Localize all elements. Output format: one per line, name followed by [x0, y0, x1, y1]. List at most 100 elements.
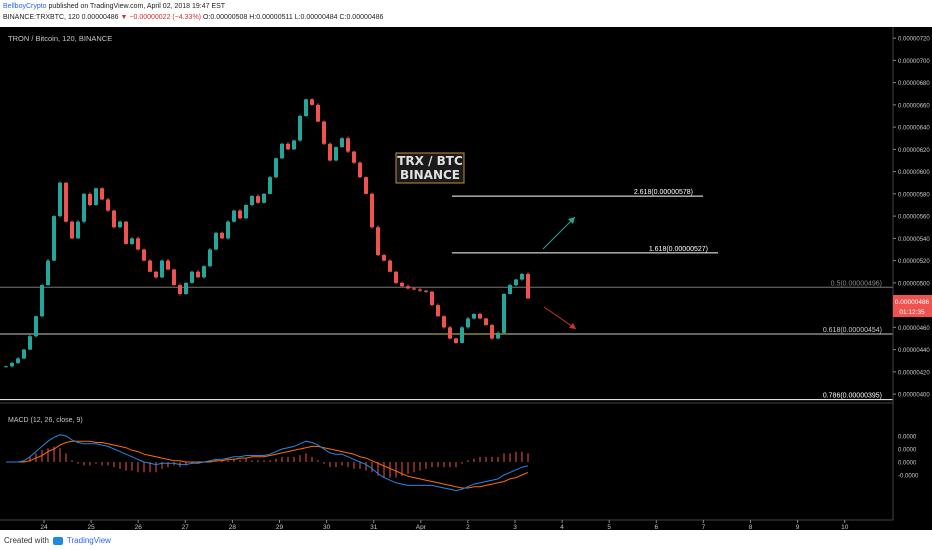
candle-body — [292, 140, 296, 150]
candle-body — [226, 221, 230, 239]
y-tick-label: 0.00000400 — [898, 393, 930, 399]
x-tick-label: 9 — [796, 524, 800, 530]
tradingview-brand-link[interactable]: TradingView — [66, 536, 111, 545]
macd-tick-label: -0.0000 — [898, 474, 919, 480]
candle-body — [490, 325, 494, 339]
candle-body — [52, 216, 56, 261]
candle-body — [190, 271, 194, 283]
chart-header: BellboyCrypto published on TradingView.c… — [0, 0, 932, 27]
candle-body — [394, 271, 398, 283]
candle-body — [520, 273, 524, 280]
symbol-line: BINANCE:TRXBTC, 120 0.00000486 ▼ −0.0000… — [3, 13, 383, 22]
candle-body — [298, 115, 302, 141]
candle-body — [460, 327, 464, 343]
watermark-line2: BINANCE — [400, 168, 460, 182]
candle-body — [496, 332, 500, 339]
candle-body — [124, 221, 128, 244]
x-tick-label: 6 — [654, 524, 658, 530]
candle-body — [418, 289, 422, 291]
candle-body — [94, 188, 98, 205]
fib-level-label: 0.5(0.00000496) — [831, 280, 882, 287]
y-tick-label: 0.00000560 — [898, 215, 930, 221]
candle-body — [76, 221, 80, 239]
candle-body — [448, 327, 452, 339]
y-tick-label: 0.00000500 — [898, 281, 930, 287]
y-tick-label: 0.00000520 — [898, 259, 930, 265]
last-price-tag: 0.00000486 01:12:35 — [893, 295, 932, 317]
candle-body — [58, 182, 62, 217]
countdown-text: 01:12:35 — [899, 309, 925, 316]
y-tick-label: 0.00000440 — [898, 348, 930, 354]
candle-body — [340, 138, 344, 148]
candle-body — [280, 143, 284, 159]
candle-body — [238, 210, 242, 219]
candle-body — [514, 279, 518, 286]
author-link[interactable]: BellboyCrypto — [3, 3, 47, 10]
symbol-text: BINANCE:TRXBTC, 120 0.00000486 — [3, 14, 119, 21]
x-tick-label: 29 — [276, 524, 284, 530]
candle-body — [46, 260, 50, 286]
candle-body — [346, 138, 350, 152]
y-tick-label: 0.00000620 — [898, 148, 930, 154]
chart-canvas[interactable]: 2.618(0.00000578) 1.618(0.00000527) 0.5(0.… — [0, 27, 932, 530]
candle-body — [34, 316, 38, 337]
macd-tick-label: 0.0000 — [898, 435, 917, 441]
candle-body — [4, 366, 8, 368]
candle-body — [118, 221, 122, 228]
candle-body — [256, 196, 260, 203]
candle-body — [40, 285, 44, 317]
published-text: published on TradingView.com, April 02, … — [48, 3, 226, 10]
fib-level-label: 2.618(0.00000578) — [634, 189, 693, 196]
y-tick-label: 0.00000600 — [898, 170, 930, 176]
candle-body — [310, 99, 314, 105]
change-text: ▼ −0.00000022 (−4.33%) — [120, 14, 202, 21]
fib-level-label: 0.786(0.00000395) — [823, 393, 882, 400]
candle-body — [244, 204, 248, 219]
y-tick-label: 0.00000420 — [898, 370, 930, 376]
candle-body — [112, 210, 116, 228]
candle-body — [130, 238, 134, 244]
candle-body — [370, 193, 374, 228]
candle-body — [184, 282, 188, 294]
x-tick-label: 7 — [702, 524, 706, 530]
candle-body — [466, 318, 470, 328]
candle-body — [70, 221, 74, 239]
created-with-text: Created with — [4, 536, 49, 545]
footer: Created with TradingView — [0, 530, 932, 550]
fib-level-label: 1.618(0.00000527) — [649, 246, 708, 253]
ohlc-text: O:0.00000508 H:0.00000511 L:0.00000484 C… — [202, 14, 384, 21]
candle-body — [424, 290, 428, 292]
candle-body — [208, 249, 212, 267]
x-tick-label: 31 — [370, 524, 378, 530]
candle-body — [508, 285, 512, 294]
candle-body — [478, 314, 482, 319]
x-tick-label: 10 — [841, 524, 849, 530]
x-tick-label: 8 — [749, 524, 753, 530]
candle-body — [484, 318, 488, 326]
candle-body — [262, 193, 266, 203]
candle-body — [22, 349, 26, 359]
candle-body — [316, 104, 320, 122]
candle-body — [430, 291, 434, 306]
candle-body — [250, 196, 254, 205]
candle-body — [472, 314, 476, 319]
candle-body — [412, 288, 416, 290]
x-tick-label: 27 — [182, 524, 190, 530]
candle-body — [388, 260, 392, 272]
chart-background — [0, 27, 932, 530]
bearish-arrow-line — [543, 306, 577, 330]
x-tick-label: Apr — [416, 524, 427, 530]
x-tick-label: 25 — [87, 524, 95, 530]
candle-body — [352, 151, 356, 163]
macd-line — [6, 434, 529, 492]
candle-body — [154, 271, 158, 278]
candle-body — [304, 99, 308, 116]
candle-body — [268, 177, 272, 194]
y-tick-label: 0.00000660 — [898, 103, 930, 109]
candle-body — [286, 143, 290, 150]
candle-body — [28, 336, 32, 350]
candle-body — [82, 193, 86, 222]
candle-body — [382, 255, 386, 261]
candle-body — [106, 199, 110, 211]
candle-body — [214, 232, 218, 250]
